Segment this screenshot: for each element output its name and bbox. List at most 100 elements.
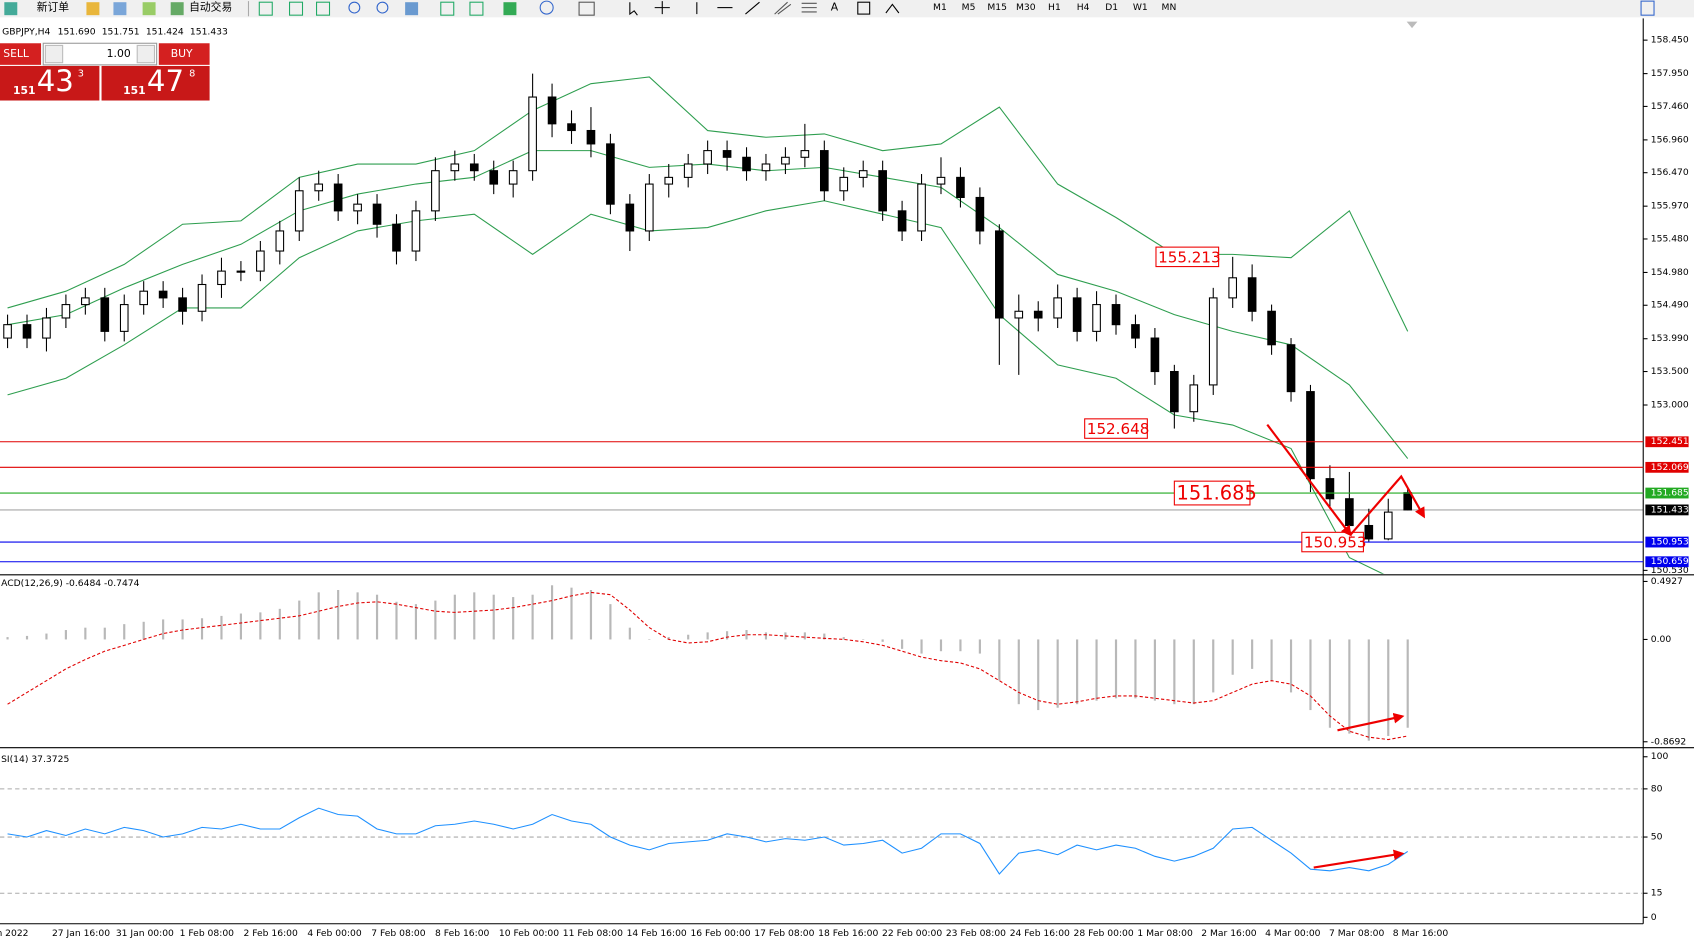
candle-body bbox=[1208, 297, 1218, 386]
trendline-icon[interactable] bbox=[745, 1, 760, 15]
candle-body bbox=[100, 297, 110, 332]
auto-trading-button[interactable]: 自动交易 bbox=[189, 0, 232, 14]
sell-price-big[interactable]: 151 bbox=[13, 84, 36, 97]
buy-label[interactable]: BUY bbox=[171, 47, 193, 60]
callout-label: 155.213 bbox=[1158, 248, 1220, 266]
toolbar-icon[interactable] bbox=[316, 1, 331, 16]
timeframe-button[interactable]: W1 bbox=[1133, 2, 1148, 13]
period-icon[interactable] bbox=[539, 0, 554, 15]
x-tick-label: 1 Mar 08:00 bbox=[1137, 928, 1193, 939]
buy-price-main[interactable]: 47 bbox=[147, 64, 184, 98]
callout-label: 150.953 bbox=[1304, 534, 1366, 552]
sell-price-pip[interactable]: 3 bbox=[78, 69, 84, 80]
indicator-icon[interactable] bbox=[503, 2, 517, 16]
y-tick-label: 154.980 bbox=[1651, 267, 1689, 278]
toolbar-icon[interactable] bbox=[113, 2, 127, 16]
toolbar-icon[interactable] bbox=[142, 2, 156, 16]
sell-price-main[interactable]: 43 bbox=[37, 64, 74, 98]
macd-bar bbox=[745, 630, 748, 640]
macd-bar bbox=[726, 631, 729, 640]
macd-bar bbox=[25, 635, 29, 640]
toolbar-icon[interactable] bbox=[288, 1, 304, 16]
timeframe-button[interactable]: H1 bbox=[1048, 2, 1061, 13]
zoom-in-icon[interactable] bbox=[348, 1, 361, 14]
buy-price-pip[interactable]: 8 bbox=[189, 69, 195, 80]
candle-body bbox=[314, 183, 324, 192]
candle-body bbox=[372, 203, 382, 225]
y-tick-label: 155.480 bbox=[1651, 233, 1689, 244]
y-tick-label: 156.960 bbox=[1651, 134, 1689, 145]
y-tick-label: 154.490 bbox=[1651, 300, 1689, 311]
lots-box[interactable] bbox=[42, 42, 158, 66]
toolbar-icon[interactable] bbox=[258, 1, 273, 16]
x-tick-label: 2 Feb 16:00 bbox=[244, 928, 299, 939]
zoom-out-icon[interactable] bbox=[376, 1, 389, 14]
callout-label: 151.685 bbox=[1177, 482, 1257, 505]
macd-bar bbox=[1095, 639, 1098, 701]
text-tool[interactable]: A bbox=[831, 1, 839, 14]
toolbar-icon[interactable] bbox=[469, 1, 484, 16]
drawn-arrows bbox=[1266, 423, 1425, 869]
y-tick-label: 157.950 bbox=[1651, 68, 1689, 79]
template-icon[interactable] bbox=[578, 1, 595, 16]
macd-bar bbox=[6, 637, 9, 640]
sell-label[interactable]: SELL bbox=[3, 47, 29, 60]
lots-value[interactable]: 1.00 bbox=[107, 47, 131, 60]
candle-body bbox=[22, 324, 32, 339]
candle-body bbox=[897, 210, 907, 232]
buy-price-big[interactable]: 151 bbox=[123, 84, 146, 97]
arrows-tool[interactable] bbox=[885, 3, 900, 14]
candle-body bbox=[703, 150, 712, 165]
candle-body bbox=[586, 129, 596, 145]
macd-bar bbox=[84, 627, 87, 640]
timeframe-button[interactable]: M1 bbox=[933, 2, 947, 13]
timeframe-button[interactable]: H4 bbox=[1077, 2, 1090, 13]
rsi-title: SI(14) 37.3725 bbox=[1, 754, 69, 765]
x-tick-label: 7 Feb 08:00 bbox=[371, 928, 426, 939]
timeframe-button[interactable]: M5 bbox=[962, 2, 976, 13]
lots-up[interactable] bbox=[136, 44, 156, 64]
timeframe-button[interactable]: M15 bbox=[987, 2, 1007, 13]
timeframe-button[interactable]: M30 bbox=[1016, 2, 1036, 13]
new-order-button[interactable]: 新订单 bbox=[37, 0, 70, 14]
macd-bar bbox=[1270, 639, 1273, 681]
arrow bbox=[1266, 423, 1352, 537]
macd-bar bbox=[648, 639, 651, 640]
toolbar-icon[interactable] bbox=[86, 2, 100, 16]
candle-body bbox=[1072, 297, 1082, 332]
cursor-icon[interactable] bbox=[629, 2, 638, 16]
crosshair-icon[interactable] bbox=[654, 1, 670, 15]
candle-body bbox=[469, 163, 479, 172]
sell-button[interactable] bbox=[0, 43, 42, 65]
new-order-icon[interactable] bbox=[4, 2, 18, 16]
timeframe-button[interactable]: D1 bbox=[1105, 2, 1118, 13]
macd-bar bbox=[589, 590, 593, 640]
candle-body bbox=[1111, 304, 1121, 326]
timeframe-button[interactable]: MN bbox=[1162, 2, 1177, 13]
channel-icon[interactable] bbox=[774, 1, 792, 15]
macd-bar bbox=[45, 633, 48, 640]
y-tick-label: 50 bbox=[1651, 832, 1663, 843]
sell-price-box[interactable] bbox=[0, 65, 100, 101]
buy-price-box[interactable] bbox=[101, 65, 210, 101]
macd-bar bbox=[1017, 639, 1020, 705]
chart-shift-marker[interactable] bbox=[1406, 21, 1418, 29]
x-tick-label: 31 Jan 00:00 bbox=[116, 928, 174, 939]
candle-body bbox=[1150, 337, 1160, 373]
macd-bar bbox=[1056, 639, 1059, 708]
lots-down[interactable] bbox=[44, 44, 64, 64]
trade-panel: SELL 1.00 BUY 151 43 3 151 47 8 bbox=[0, 42, 210, 101]
buy-button[interactable] bbox=[158, 43, 210, 65]
callout-box bbox=[1084, 418, 1148, 439]
fibo-icon[interactable] bbox=[801, 2, 817, 13]
label-tool[interactable] bbox=[857, 1, 871, 15]
toolbar-icon[interactable] bbox=[405, 2, 419, 16]
search-icon[interactable] bbox=[1640, 0, 1655, 16]
macd-bar bbox=[1037, 639, 1040, 711]
toolbar-icon[interactable] bbox=[440, 1, 455, 16]
candle-body bbox=[197, 283, 207, 312]
macd-bar bbox=[142, 621, 145, 640]
auto-trading-icon[interactable] bbox=[170, 2, 184, 16]
candle-body bbox=[294, 190, 304, 232]
y-tick-label: 15 bbox=[1651, 888, 1663, 899]
